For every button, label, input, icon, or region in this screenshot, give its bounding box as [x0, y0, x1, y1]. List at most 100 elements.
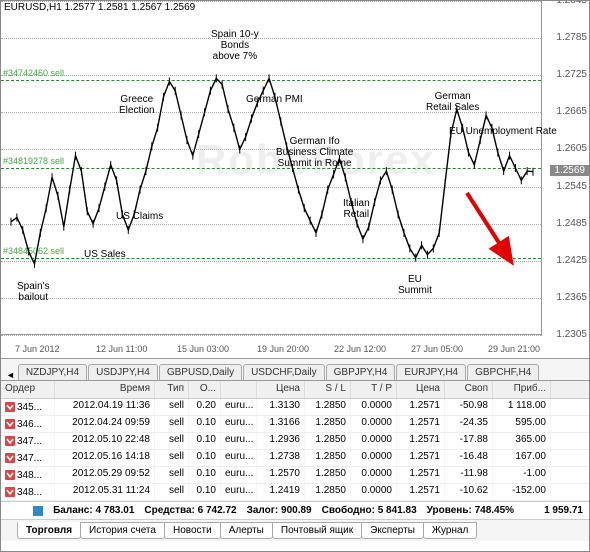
column-header[interactable]: Своп — [445, 381, 493, 398]
cell: 0.10 — [189, 484, 221, 500]
cell: euru... — [221, 399, 257, 415]
cell: 2012.04.24 09:59 — [55, 416, 155, 432]
y-axis: 1.28451.27851.27251.26651.26051.25451.24… — [541, 1, 589, 336]
column-header[interactable]: Ордер — [1, 381, 55, 398]
current-price-label: 1.2569 — [550, 165, 589, 176]
cell: 0.20 — [189, 399, 221, 415]
x-tick: 29 Jun 21:00 — [488, 344, 540, 354]
cell: 1.2738 — [257, 450, 305, 466]
terminal-tab[interactable]: Почтовый ящик — [272, 522, 362, 539]
symbol-tab[interactable]: GBPJPY,H4 — [326, 364, 396, 380]
column-header[interactable]: Время — [55, 381, 155, 398]
cell: 1.3166 — [257, 416, 305, 432]
margin-label: Залог: 900.89 — [247, 505, 312, 516]
terminal-tab[interactable]: Журнал — [423, 522, 478, 539]
cell: -1.00 — [493, 467, 551, 483]
cell: -17.88 — [445, 433, 493, 449]
column-header[interactable]: Цена — [397, 381, 445, 398]
balance-label: Баланс: 4 783.01 — [53, 505, 134, 516]
cell: sell — [155, 484, 189, 500]
orders-table-header: ОрдерВремяТипО...ЦенаS / LT / PЦенаСвопП… — [1, 381, 589, 399]
order-sell-icon — [5, 402, 15, 412]
account-summary: Баланс: 4 783.01 Средства: 6 742.72 Залог:… — [1, 501, 589, 519]
cell: 1.2571 — [397, 450, 445, 466]
chart-title: EURUSD,H1 1.2577 1.2581 1.2567 1.2569 — [4, 2, 195, 13]
chart-svg — [1, 1, 543, 336]
terminal-tab[interactable]: Эксперты — [361, 522, 424, 539]
cell: 1.2571 — [397, 433, 445, 449]
column-header[interactable]: Цена — [257, 381, 305, 398]
terminal-tab[interactable]: Новости — [164, 522, 221, 539]
cell: 347... — [1, 450, 55, 466]
column-header[interactable]: Приб... — [493, 381, 551, 398]
order-sell-icon — [5, 453, 15, 463]
terminal-tab[interactable]: История счета — [80, 522, 165, 539]
y-tick: 1.2545 — [556, 181, 587, 192]
column-header[interactable]: О... — [189, 381, 221, 398]
column-header[interactable]: S / L — [305, 381, 351, 398]
cell: 0.0000 — [351, 416, 397, 432]
terminal-tab[interactable]: Торговля — [17, 522, 81, 539]
terminal-tab[interactable]: Алерты — [220, 522, 273, 539]
column-header[interactable]: T / P — [351, 381, 397, 398]
order-row[interactable]: 347...2012.05.16 14:18sell0.10euru...1.2… — [1, 450, 589, 467]
cell: sell — [155, 433, 189, 449]
cell: euru... — [221, 433, 257, 449]
y-tick: 1.2425 — [556, 255, 587, 266]
x-tick: 7 Jun 2012 — [15, 344, 60, 354]
cell: sell — [155, 467, 189, 483]
cell: 595.00 — [493, 416, 551, 432]
cell: 1.2850 — [305, 484, 351, 500]
level-label: Уровень: 748.45% — [427, 505, 514, 516]
cell: 0.0000 — [351, 450, 397, 466]
x-tick: 12 Jun 11:00 — [96, 344, 147, 354]
x-tick: 27 Jun 05:00 — [411, 344, 463, 354]
chart-area[interactable]: EURUSD,H1 1.2577 1.2581 1.2567 1.2569 Ro… — [1, 1, 589, 359]
cell: 1.2936 — [257, 433, 305, 449]
tabs-scroll-left-icon[interactable]: ◄ — [3, 370, 18, 380]
order-sell-icon — [5, 487, 15, 497]
order-row[interactable]: 347...2012.05.10 22:48sell0.10euru...1.2… — [1, 433, 589, 450]
order-sell-icon — [5, 419, 15, 429]
order-row[interactable]: 348...2012.05.29 09:52sell0.10euru...1.2… — [1, 467, 589, 484]
equity-label: Средства: 6 742.72 — [144, 505, 236, 516]
cell: 0.0000 — [351, 433, 397, 449]
cell: 0.10 — [189, 467, 221, 483]
cell: euru... — [221, 450, 257, 466]
cell: -24.35 — [445, 416, 493, 432]
cell: euru... — [221, 467, 257, 483]
x-tick: 19 Jun 20:00 — [257, 344, 309, 354]
symbol-tab[interactable]: EURJPY,H4 — [396, 364, 466, 380]
symbol-tab[interactable]: USDJPY,H4 — [88, 364, 158, 380]
x-axis: 7 Jun 201212 Jun 11:0015 Jun 03:0019 Jun… — [1, 334, 541, 358]
cell: euru... — [221, 416, 257, 432]
cell: sell — [155, 450, 189, 466]
symbol-tab[interactable]: USDCHF,Daily — [243, 364, 325, 380]
order-row[interactable]: 345...2012.04.19 11:36sell0.20euru...1.3… — [1, 399, 589, 416]
y-tick: 1.2845 — [556, 1, 587, 6]
symbol-tab[interactable]: NZDJPY,H4 — [18, 364, 87, 380]
total-profit: 1 959.71 — [544, 505, 583, 516]
order-row[interactable]: 348...2012.05.31 11:24sell0.10euru...1.2… — [1, 484, 589, 501]
cell: -16.48 — [445, 450, 493, 466]
symbol-tab[interactable]: GBPCHF,H4 — [467, 364, 539, 380]
cell: 348... — [1, 467, 55, 483]
y-tick: 1.2305 — [556, 329, 587, 340]
cell: 1.2571 — [397, 484, 445, 500]
column-header[interactable]: Тип — [155, 381, 189, 398]
y-tick: 1.2725 — [556, 69, 587, 80]
column-header[interactable] — [221, 381, 257, 398]
order-sell-icon — [5, 436, 15, 446]
y-tick: 1.2665 — [556, 106, 587, 117]
cell: sell — [155, 416, 189, 432]
orders-table-body: 345...2012.04.19 11:36sell0.20euru...1.3… — [1, 399, 589, 501]
symbol-tab[interactable]: GBPUSD,Daily — [159, 364, 242, 380]
cell: 1.3130 — [257, 399, 305, 415]
cell: 1.2419 — [257, 484, 305, 500]
y-tick: 1.2605 — [556, 143, 587, 154]
cell: sell — [155, 399, 189, 415]
cell: 1.2571 — [397, 399, 445, 415]
cell: 0.0000 — [351, 467, 397, 483]
cell: 1.2850 — [305, 467, 351, 483]
order-row[interactable]: 346...2012.04.24 09:59sell0.10euru...1.3… — [1, 416, 589, 433]
